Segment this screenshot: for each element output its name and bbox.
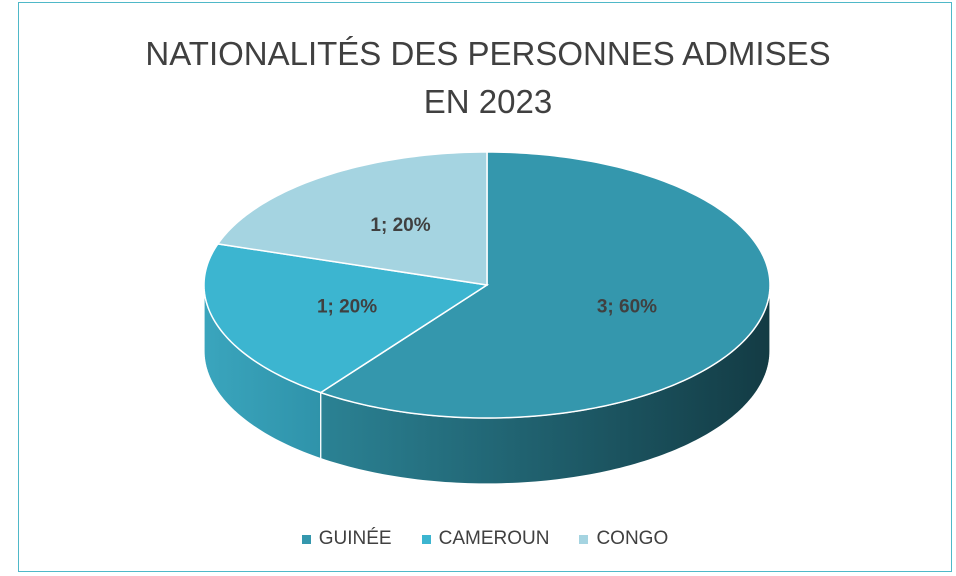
legend-item: CONGO — [579, 528, 668, 550]
legend-swatch — [421, 534, 431, 544]
legend-item: CAMEROUN — [421, 528, 550, 550]
slice — [216, 151, 488, 286]
legend-label: GUINÉE — [318, 528, 392, 549]
slice — [203, 243, 490, 394]
data-label: 1; 20% — [317, 297, 377, 318]
chart-title: NATIONALITÉS DES PERSONNES ADMISES EN 20… — [145, 35, 831, 120]
legend: GUINÉE CAMEROUN CONGO — [18, 528, 952, 550]
legend-swatch — [579, 534, 589, 544]
chart-border — [18, 2, 952, 572]
legend-swatch — [301, 534, 311, 544]
legend-item: GUINÉE — [301, 528, 392, 550]
slice — [318, 151, 771, 419]
data-label: 3; 60% — [597, 297, 657, 318]
legend-label: CAMEROUN — [438, 528, 550, 549]
data-label: 1; 20% — [370, 215, 430, 236]
legend-label: CONGO — [596, 528, 669, 549]
